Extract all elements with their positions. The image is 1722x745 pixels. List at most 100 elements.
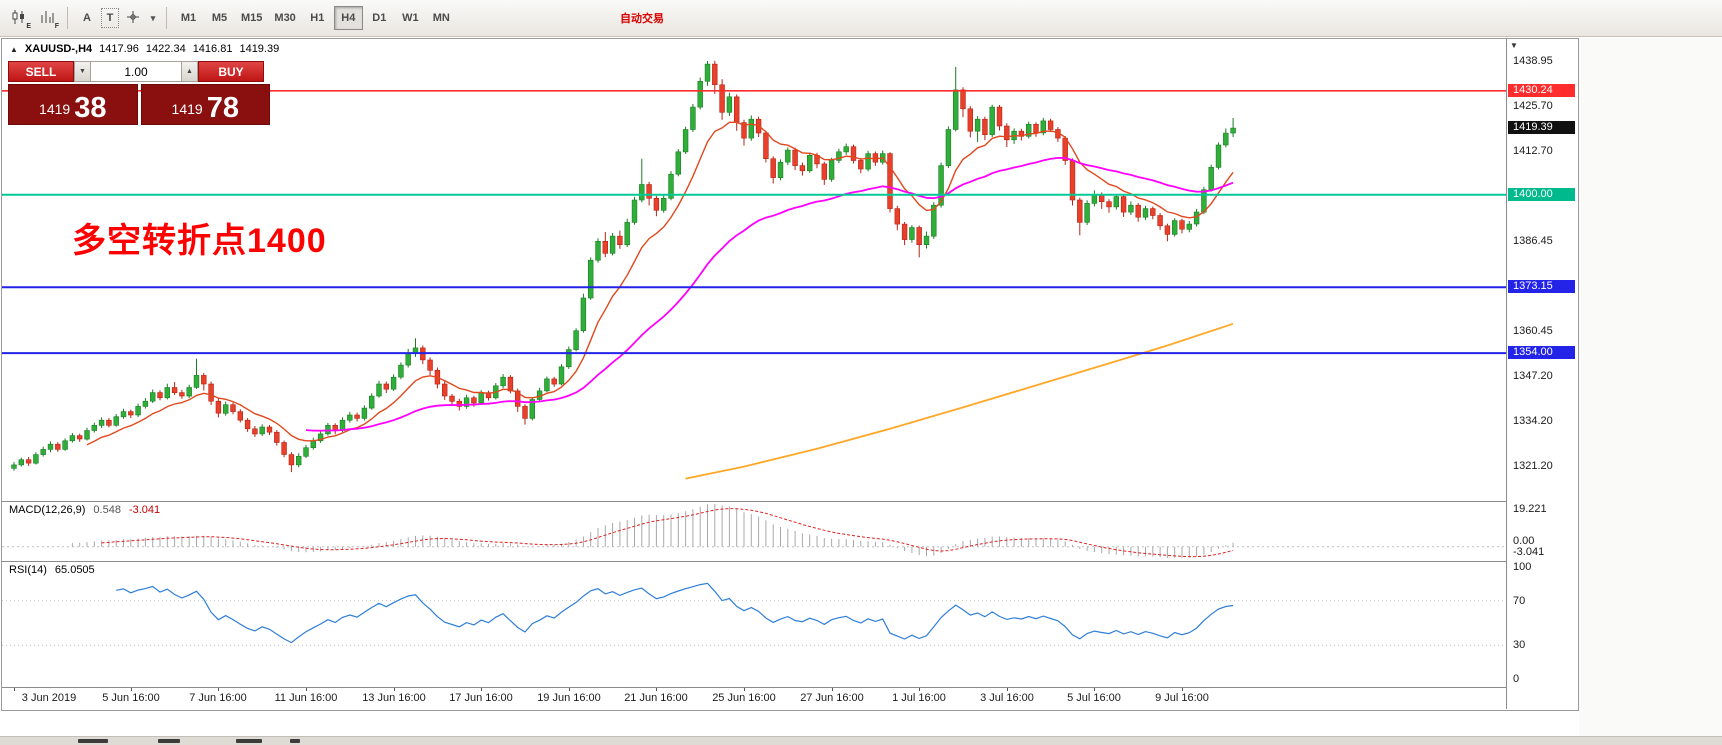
time-label: 21 Jun 16:00	[624, 692, 688, 704]
price-tick-label: 1321.20	[1513, 460, 1553, 472]
time-tick	[569, 687, 570, 691]
price-tick-label: 1412.70	[1513, 145, 1553, 157]
buy-price-minor: 78	[206, 92, 239, 125]
chevron-down-icon: ▾	[150, 13, 156, 23]
window-right-gap	[1579, 38, 1722, 736]
price-tick-label: 1360.45	[1513, 325, 1553, 337]
time-label: 5 Jul 16:00	[1067, 692, 1121, 704]
time-label: 13 Jun 16:00	[362, 692, 426, 704]
time-label: 9 Jul 16:00	[1155, 692, 1209, 704]
time-label: 11 Jun 16:00	[274, 692, 338, 704]
rsi-panel[interactable]	[2, 561, 1506, 687]
timeframe-m1[interactable]: M1	[174, 6, 203, 30]
time-label: 1 Jul 16:00	[892, 692, 946, 704]
buy-button[interactable]: BUY	[198, 61, 264, 82]
macd-label: MACD(12,26,9)	[9, 504, 86, 516]
timeframe-mn[interactable]: MN	[427, 6, 456, 30]
chart-window-icon: ▲	[10, 44, 18, 54]
sell-price-major: 1419	[39, 101, 71, 117]
price-tick-label: 1347.20	[1513, 370, 1553, 382]
timeframe-h1[interactable]: H1	[303, 6, 332, 30]
volume-input[interactable]	[91, 61, 181, 82]
rsi-axis-label: 70	[1513, 595, 1526, 607]
one-click-trading-panel: SELL ▼ ▲ BUY 1419 38 1419 78	[8, 61, 270, 125]
price-tag: 1400.00	[1508, 188, 1575, 201]
time-label: 5 Jun 16:00	[102, 692, 160, 704]
time-label: 17 Jun 16:00	[449, 692, 513, 704]
time-tick	[1094, 687, 1095, 691]
panel-separator[interactable]	[2, 501, 1578, 502]
time-label: 7 Jun 16:00	[189, 692, 247, 704]
panel-separator	[2, 687, 1578, 688]
timeframe-m5[interactable]: M5	[205, 6, 234, 30]
time-label: 3 Jun 2019	[21, 692, 77, 704]
tools-dropdown-button[interactable]: ▾	[147, 6, 159, 30]
bar-chart-icon	[41, 10, 54, 23]
rsi-header: RSI(14) 65.0505	[9, 564, 95, 576]
tool-badge: E	[26, 23, 31, 30]
ohlc-low: 1416.81	[192, 43, 233, 55]
price-tick-label: 1425.70	[1513, 100, 1553, 112]
crosshair-tool-button[interactable]	[121, 6, 145, 30]
autotrading-label[interactable]: 自动交易	[620, 13, 664, 25]
sell-button[interactable]: SELL	[8, 61, 74, 82]
ohlc-close: 1419.39	[239, 43, 280, 55]
toolbar-separator	[67, 7, 68, 29]
volume-increase-button[interactable]: ▲	[181, 61, 198, 82]
bottom-tab-fragment	[290, 739, 300, 743]
crosshair-icon	[127, 10, 139, 23]
candlestick-chart-icon	[12, 9, 24, 24]
timeframe-m15[interactable]: M15	[236, 6, 267, 30]
bottom-tab-fragment	[236, 739, 262, 743]
price-scale[interactable]: ▼ 1438.95 1425.70 1412.70 1386.45 1360.45 134…	[1506, 39, 1578, 709]
timeframe-w1[interactable]: W1	[396, 6, 425, 30]
price-tag: 1354.00	[1508, 346, 1575, 359]
text-label-glyph: T	[106, 12, 114, 24]
macd-axis-label: -3.041	[1513, 546, 1545, 558]
time-label: 27 Jun 16:00	[800, 692, 864, 704]
timeframe-d1[interactable]: D1	[365, 6, 394, 30]
bottom-strip	[0, 736, 1722, 745]
time-tick	[218, 687, 219, 691]
timeframe-h4[interactable]: H4	[333, 6, 363, 30]
buy-price-major: 1419	[171, 101, 203, 117]
panel-separator[interactable]	[2, 561, 1578, 562]
time-axis[interactable]: 3 Jun 2019 5 Jun 16:00 7 Jun 16:00 11 Jun 1…	[2, 687, 1506, 709]
rsi-label: RSI(14)	[9, 564, 47, 576]
price-tick-label: 1386.45	[1513, 235, 1553, 247]
time-tick	[131, 687, 132, 691]
price-tag: 1430.24	[1508, 84, 1575, 97]
volume-decrease-button[interactable]: ▼	[74, 61, 91, 82]
price-tick-label: 1438.95	[1513, 55, 1553, 67]
time-tick	[481, 687, 482, 691]
macd-signal-value: -3.041	[128, 504, 161, 516]
time-tick	[306, 687, 307, 691]
buy-price-display[interactable]: 1419 78	[140, 84, 270, 125]
time-label: 25 Jun 16:00	[712, 692, 776, 704]
bottom-tab-fragment	[78, 739, 108, 743]
time-tick	[919, 687, 920, 691]
scale-marker-icon: ▼	[1510, 41, 1518, 50]
sell-price-display[interactable]: 1419 38	[8, 84, 138, 125]
timeframe-m30[interactable]: M30	[269, 6, 300, 30]
symbol-title: XAUUSD-,H4	[24, 43, 93, 55]
price-tick-label: 1334.20	[1513, 415, 1553, 427]
text-tool-button[interactable]: A	[75, 6, 99, 30]
time-tick	[14, 687, 15, 691]
chart-annotation: 多空转折点1400	[72, 222, 327, 260]
text-label-tool-button[interactable]: T	[101, 8, 119, 28]
rsi-value: 65.0505	[54, 564, 95, 576]
symbol-info: ▲ XAUUSD-,H4 1417.96 1422.34 1416.81 141…	[10, 43, 279, 55]
rsi-axis-label: 0	[1513, 673, 1520, 685]
rsi-axis-label: 100	[1513, 561, 1532, 573]
candlestick-tool-button[interactable]: E	[6, 6, 32, 30]
bottom-tab-fragment	[158, 739, 180, 743]
time-label: 19 Jun 16:00	[537, 692, 601, 704]
time-label: 3 Jul 16:00	[980, 692, 1034, 704]
time-tick	[656, 687, 657, 691]
macd-panel[interactable]	[2, 501, 1506, 561]
time-tick	[744, 687, 745, 691]
chart-tools-group: E F	[6, 6, 60, 30]
bar-chart-tool-button[interactable]: F	[34, 6, 60, 30]
object-tools-group: A T ▾	[75, 6, 159, 30]
